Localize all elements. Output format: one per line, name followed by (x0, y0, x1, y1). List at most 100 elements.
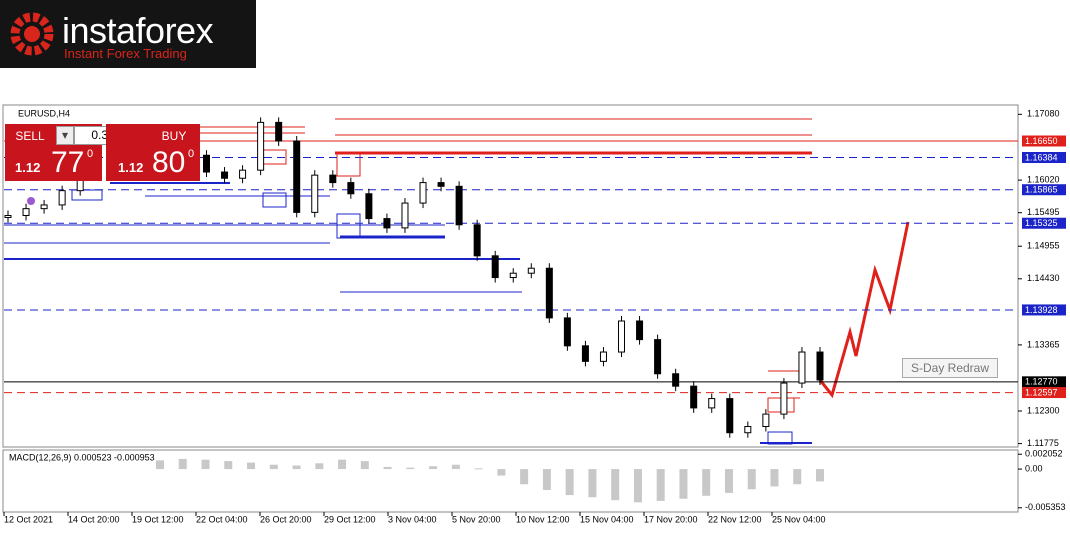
candle (275, 121, 283, 142)
level-label: 1.12770 (1025, 377, 1058, 387)
macd-bar (816, 469, 824, 482)
y-tick-label: 1.16020 (1027, 174, 1060, 184)
macd-pane (2, 449, 1019, 513)
candle (329, 174, 337, 184)
level-label: 1.15865 (1025, 185, 1058, 195)
macd-bar (178, 458, 187, 470)
macd-bar (383, 466, 392, 470)
y-tick-label: 1.14430 (1027, 273, 1060, 283)
candle (527, 267, 535, 274)
y-tick-label: 1.14955 (1027, 241, 1060, 251)
candle (798, 351, 806, 384)
x-tick-label: 25 Nov 04:00 (772, 514, 826, 524)
x-tick-label: 19 Oct 12:00 (132, 514, 184, 524)
forecast-path (818, 221, 910, 399)
candle (509, 272, 517, 279)
level-tag (1022, 152, 1066, 164)
lot-down[interactable]: ▾ (56, 126, 74, 145)
candle (618, 320, 626, 353)
candle (257, 121, 265, 171)
macd-bar (269, 464, 278, 470)
level-label: 1.16384 (1025, 152, 1058, 162)
macd-bar (201, 459, 210, 470)
candle (22, 208, 30, 216)
candle (581, 345, 589, 362)
x-tick-label: 26 Oct 20:00 (260, 514, 312, 524)
macd-tick-label: 0.00 (1025, 463, 1043, 473)
ask-big: 1.12 (118, 160, 144, 175)
logo-icon (10, 12, 54, 56)
level-label: 1.13928 (1025, 305, 1058, 315)
macd-bar (224, 461, 233, 470)
macd-bar (292, 465, 301, 470)
redraw-button[interactable]: S-Day Redraw (902, 358, 998, 378)
candle (401, 202, 409, 229)
x-tick-label: 3 Nov 04:00 (388, 514, 437, 524)
y-tick-label: 1.13365 (1027, 339, 1060, 349)
buy-button[interactable]: BUY (161, 129, 187, 143)
x-tick-label: 17 Nov 20:00 (644, 514, 698, 524)
macd-bar (520, 469, 529, 485)
level-label: 1.12597 (1025, 387, 1058, 397)
candle (347, 182, 355, 195)
macd-bar (656, 469, 665, 501)
sell-button[interactable]: SELL (15, 129, 45, 143)
candle (708, 398, 716, 409)
macd-bar (633, 469, 642, 503)
candle (744, 426, 752, 434)
candle (672, 373, 680, 387)
macd-bar (497, 469, 506, 476)
zones (71, 149, 795, 445)
y-tick-label: 1.17080 (1027, 109, 1060, 119)
level-label: 1.15325 (1025, 218, 1058, 228)
macd-bar (793, 469, 802, 485)
candle (202, 154, 210, 173)
x-tick-label: 10 Nov 12:00 (516, 514, 570, 524)
candle (365, 193, 373, 220)
sell-panel[interactable]: SELL 1.12 77 0 (5, 124, 102, 181)
candle (599, 351, 607, 362)
macd-bar (542, 469, 551, 491)
candle (437, 182, 445, 187)
sr-lines (4, 182, 812, 444)
macd-bar (611, 469, 620, 501)
marker (27, 197, 35, 205)
candle (726, 398, 734, 434)
candle (311, 174, 319, 213)
bid-big: 1.12 (15, 160, 41, 175)
x-tick-label: 22 Nov 12:00 (708, 514, 762, 524)
level-tag (1022, 304, 1066, 316)
level-tag (1022, 184, 1066, 196)
macd-bar (747, 469, 756, 490)
macd-bar (588, 469, 597, 498)
macd-label: MACD(12,26,9) 0.000523 -0.000953 (9, 452, 155, 462)
candle (221, 171, 229, 179)
macd-bar (474, 468, 483, 470)
candle (473, 224, 481, 257)
candle (293, 140, 301, 213)
candle (690, 385, 698, 409)
macd-bar (565, 469, 574, 496)
macd-bar (724, 469, 733, 493)
candle (563, 317, 571, 347)
level-tag (1022, 217, 1066, 229)
bid-frac: 0 (87, 148, 94, 160)
candle (239, 169, 247, 179)
y-tick-label: 1.15495 (1027, 207, 1060, 217)
candle (816, 351, 824, 381)
macd-tick-label: 0.002052 (1025, 449, 1063, 459)
candle (58, 190, 66, 206)
bid-pips: 77 (51, 146, 85, 179)
brand: instaforex (62, 10, 214, 51)
macd-bar (156, 460, 164, 470)
candle (780, 382, 788, 415)
y-tick-label: 1.11775 (1027, 438, 1059, 448)
buy-panel[interactable]: BUY 1.12 80 0 (106, 124, 200, 181)
logo: instaforex Instant Forex Trading (0, 0, 256, 68)
candle (4, 214, 12, 218)
macd-bar (451, 464, 460, 470)
x-tick-label: 5 Nov 20:00 (452, 514, 501, 524)
candle (636, 320, 644, 341)
